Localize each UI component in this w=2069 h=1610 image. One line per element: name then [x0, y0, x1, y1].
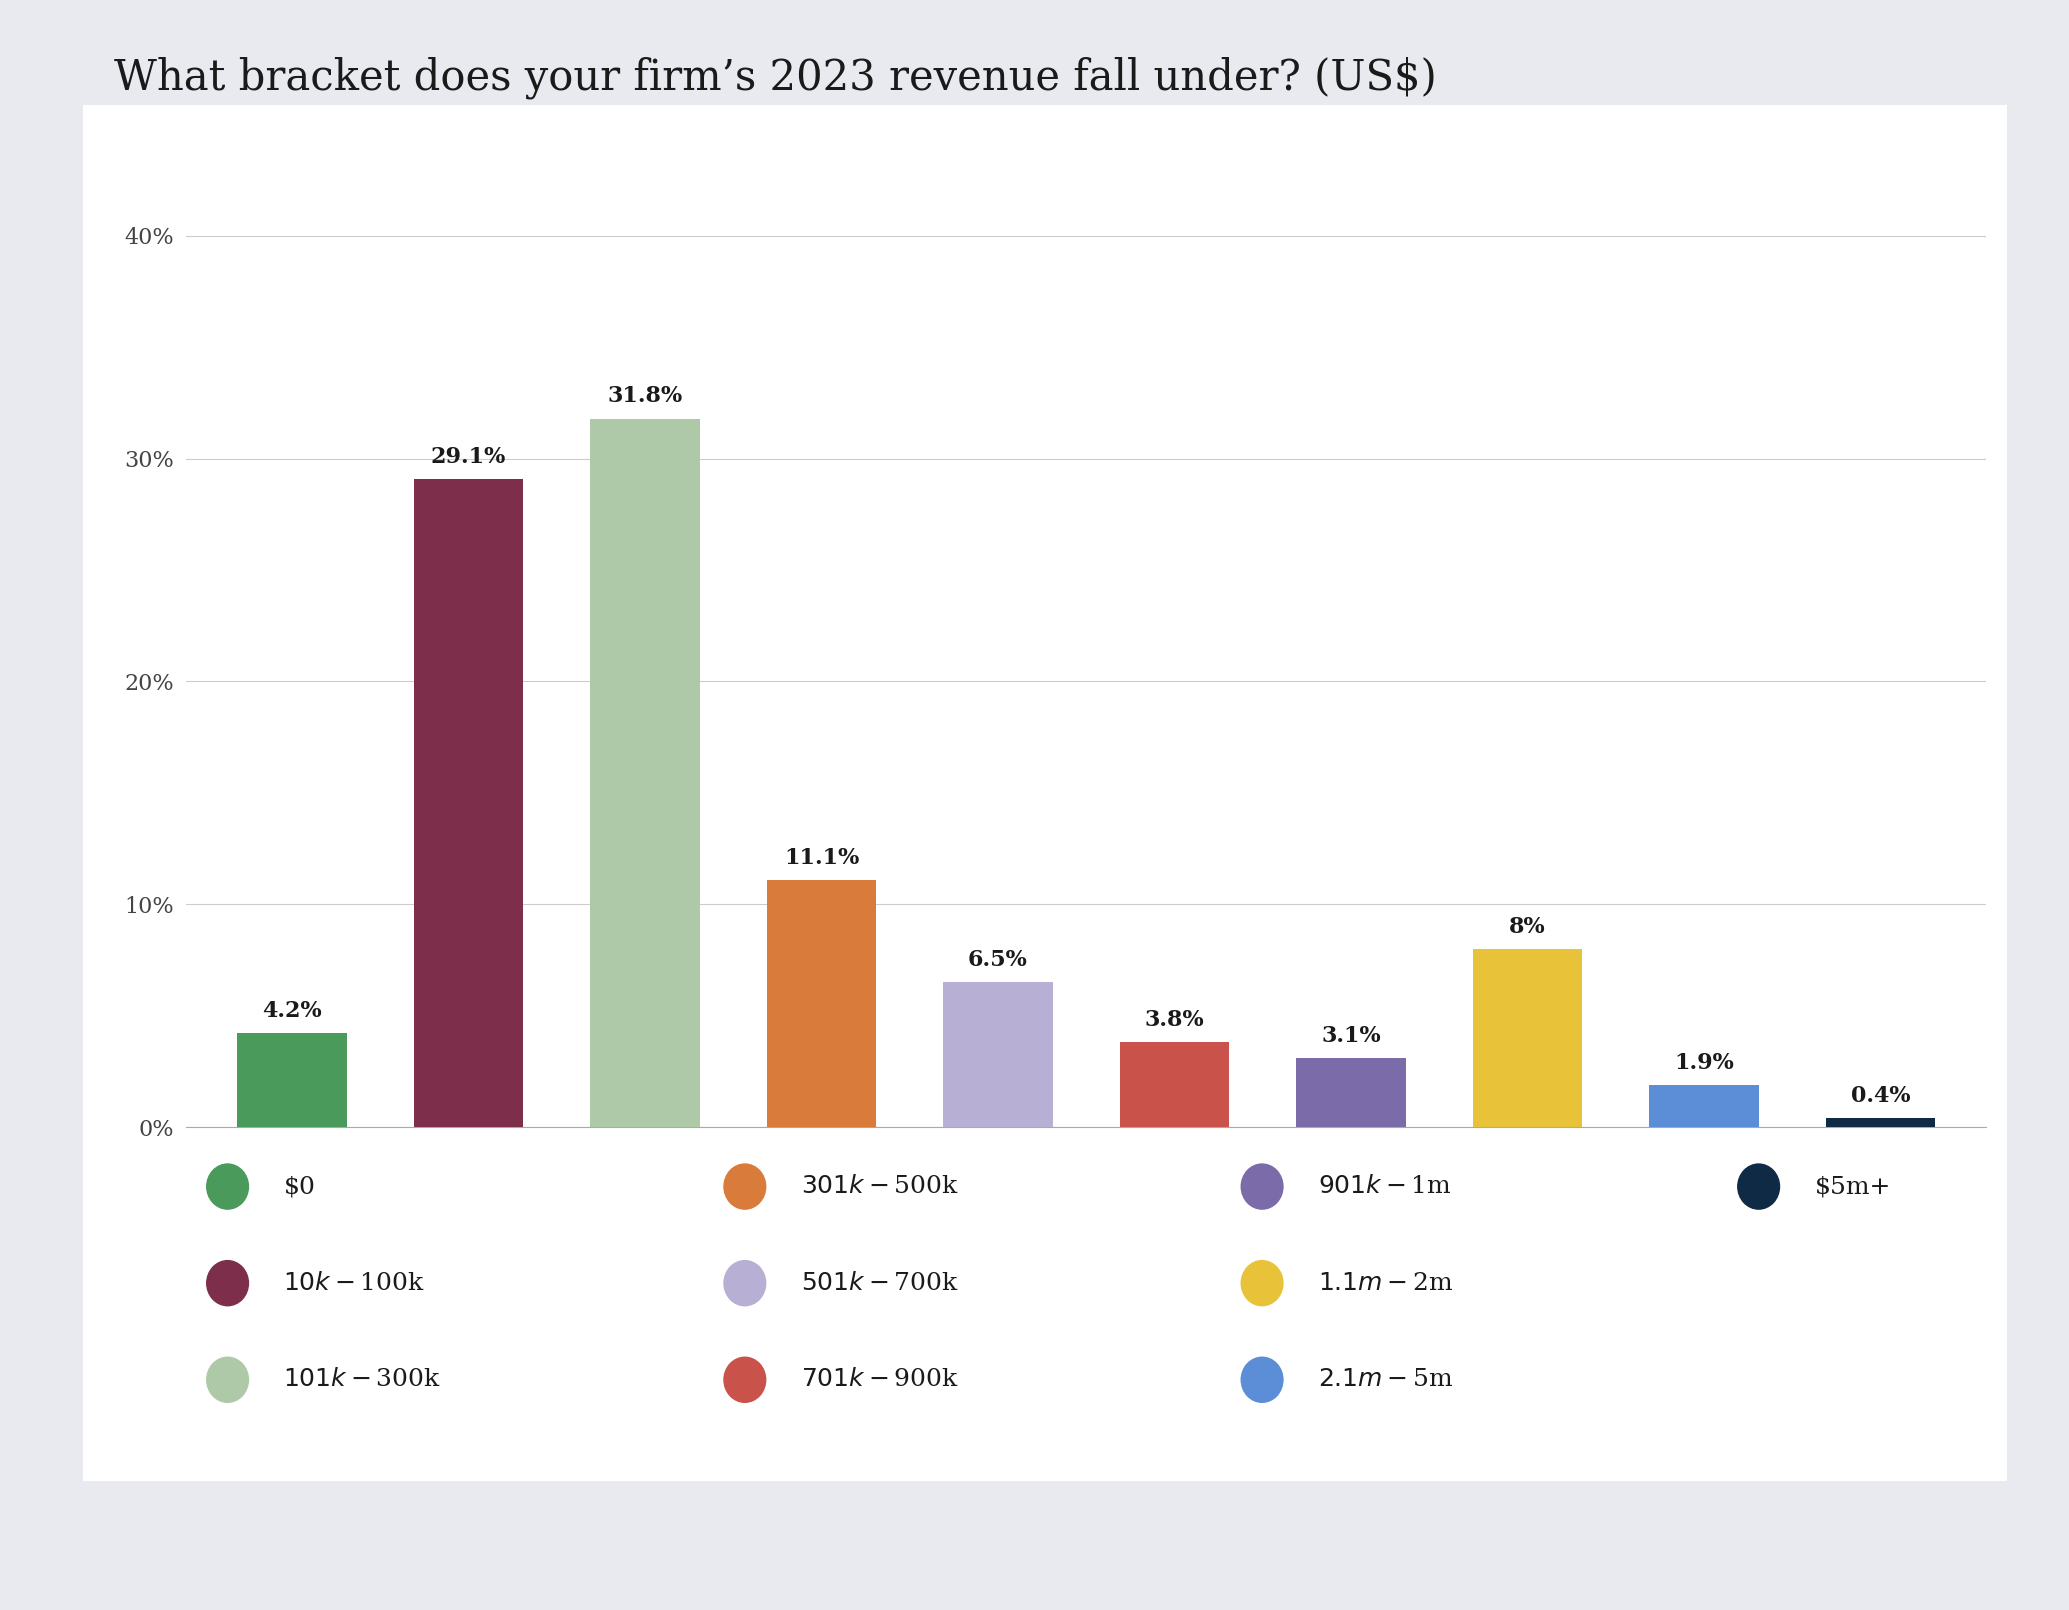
Bar	[238, 1034, 348, 1127]
Text: $901k - $1m: $901k - $1m	[1318, 1175, 1452, 1198]
Text: $5m+: $5m+	[1815, 1175, 1891, 1198]
Text: 29.1%: 29.1%	[430, 446, 507, 467]
Text: 1.9%: 1.9%	[1674, 1051, 1734, 1074]
Text: $2.1m - $5m: $2.1m - $5m	[1318, 1368, 1455, 1391]
Bar	[590, 419, 699, 1127]
Text: 6.5%: 6.5%	[968, 948, 1028, 971]
Text: $0: $0	[283, 1175, 314, 1198]
Text: $10k - $100k: $10k - $100k	[283, 1272, 426, 1294]
Text: 31.8%: 31.8%	[608, 385, 683, 407]
Text: 8%: 8%	[1508, 916, 1546, 937]
Text: $301k - $500k: $301k - $500k	[801, 1175, 958, 1198]
Text: 4.2%: 4.2%	[263, 1000, 323, 1022]
Text: 3.8%: 3.8%	[1144, 1009, 1204, 1032]
Text: $1.1m - $2m: $1.1m - $2m	[1318, 1272, 1455, 1294]
Bar	[1825, 1117, 1935, 1127]
Text: 3.1%: 3.1%	[1322, 1026, 1380, 1046]
Text: $101k - $300k: $101k - $300k	[283, 1368, 441, 1391]
Text: $701k - $900k: $701k - $900k	[801, 1368, 958, 1391]
Bar	[943, 982, 1053, 1127]
Bar	[768, 879, 877, 1127]
Text: What bracket does your firm’s 2023 revenue fall under? (US$): What bracket does your firm’s 2023 reven…	[114, 56, 1436, 98]
Bar	[414, 478, 523, 1127]
Text: 0.4%: 0.4%	[1850, 1085, 1910, 1108]
Text: $501k - $700k: $501k - $700k	[801, 1272, 958, 1294]
Bar	[1649, 1085, 1759, 1127]
Bar	[1473, 948, 1583, 1127]
Bar	[1295, 1058, 1405, 1127]
Text: 11.1%: 11.1%	[784, 847, 859, 868]
Bar	[1119, 1042, 1229, 1127]
